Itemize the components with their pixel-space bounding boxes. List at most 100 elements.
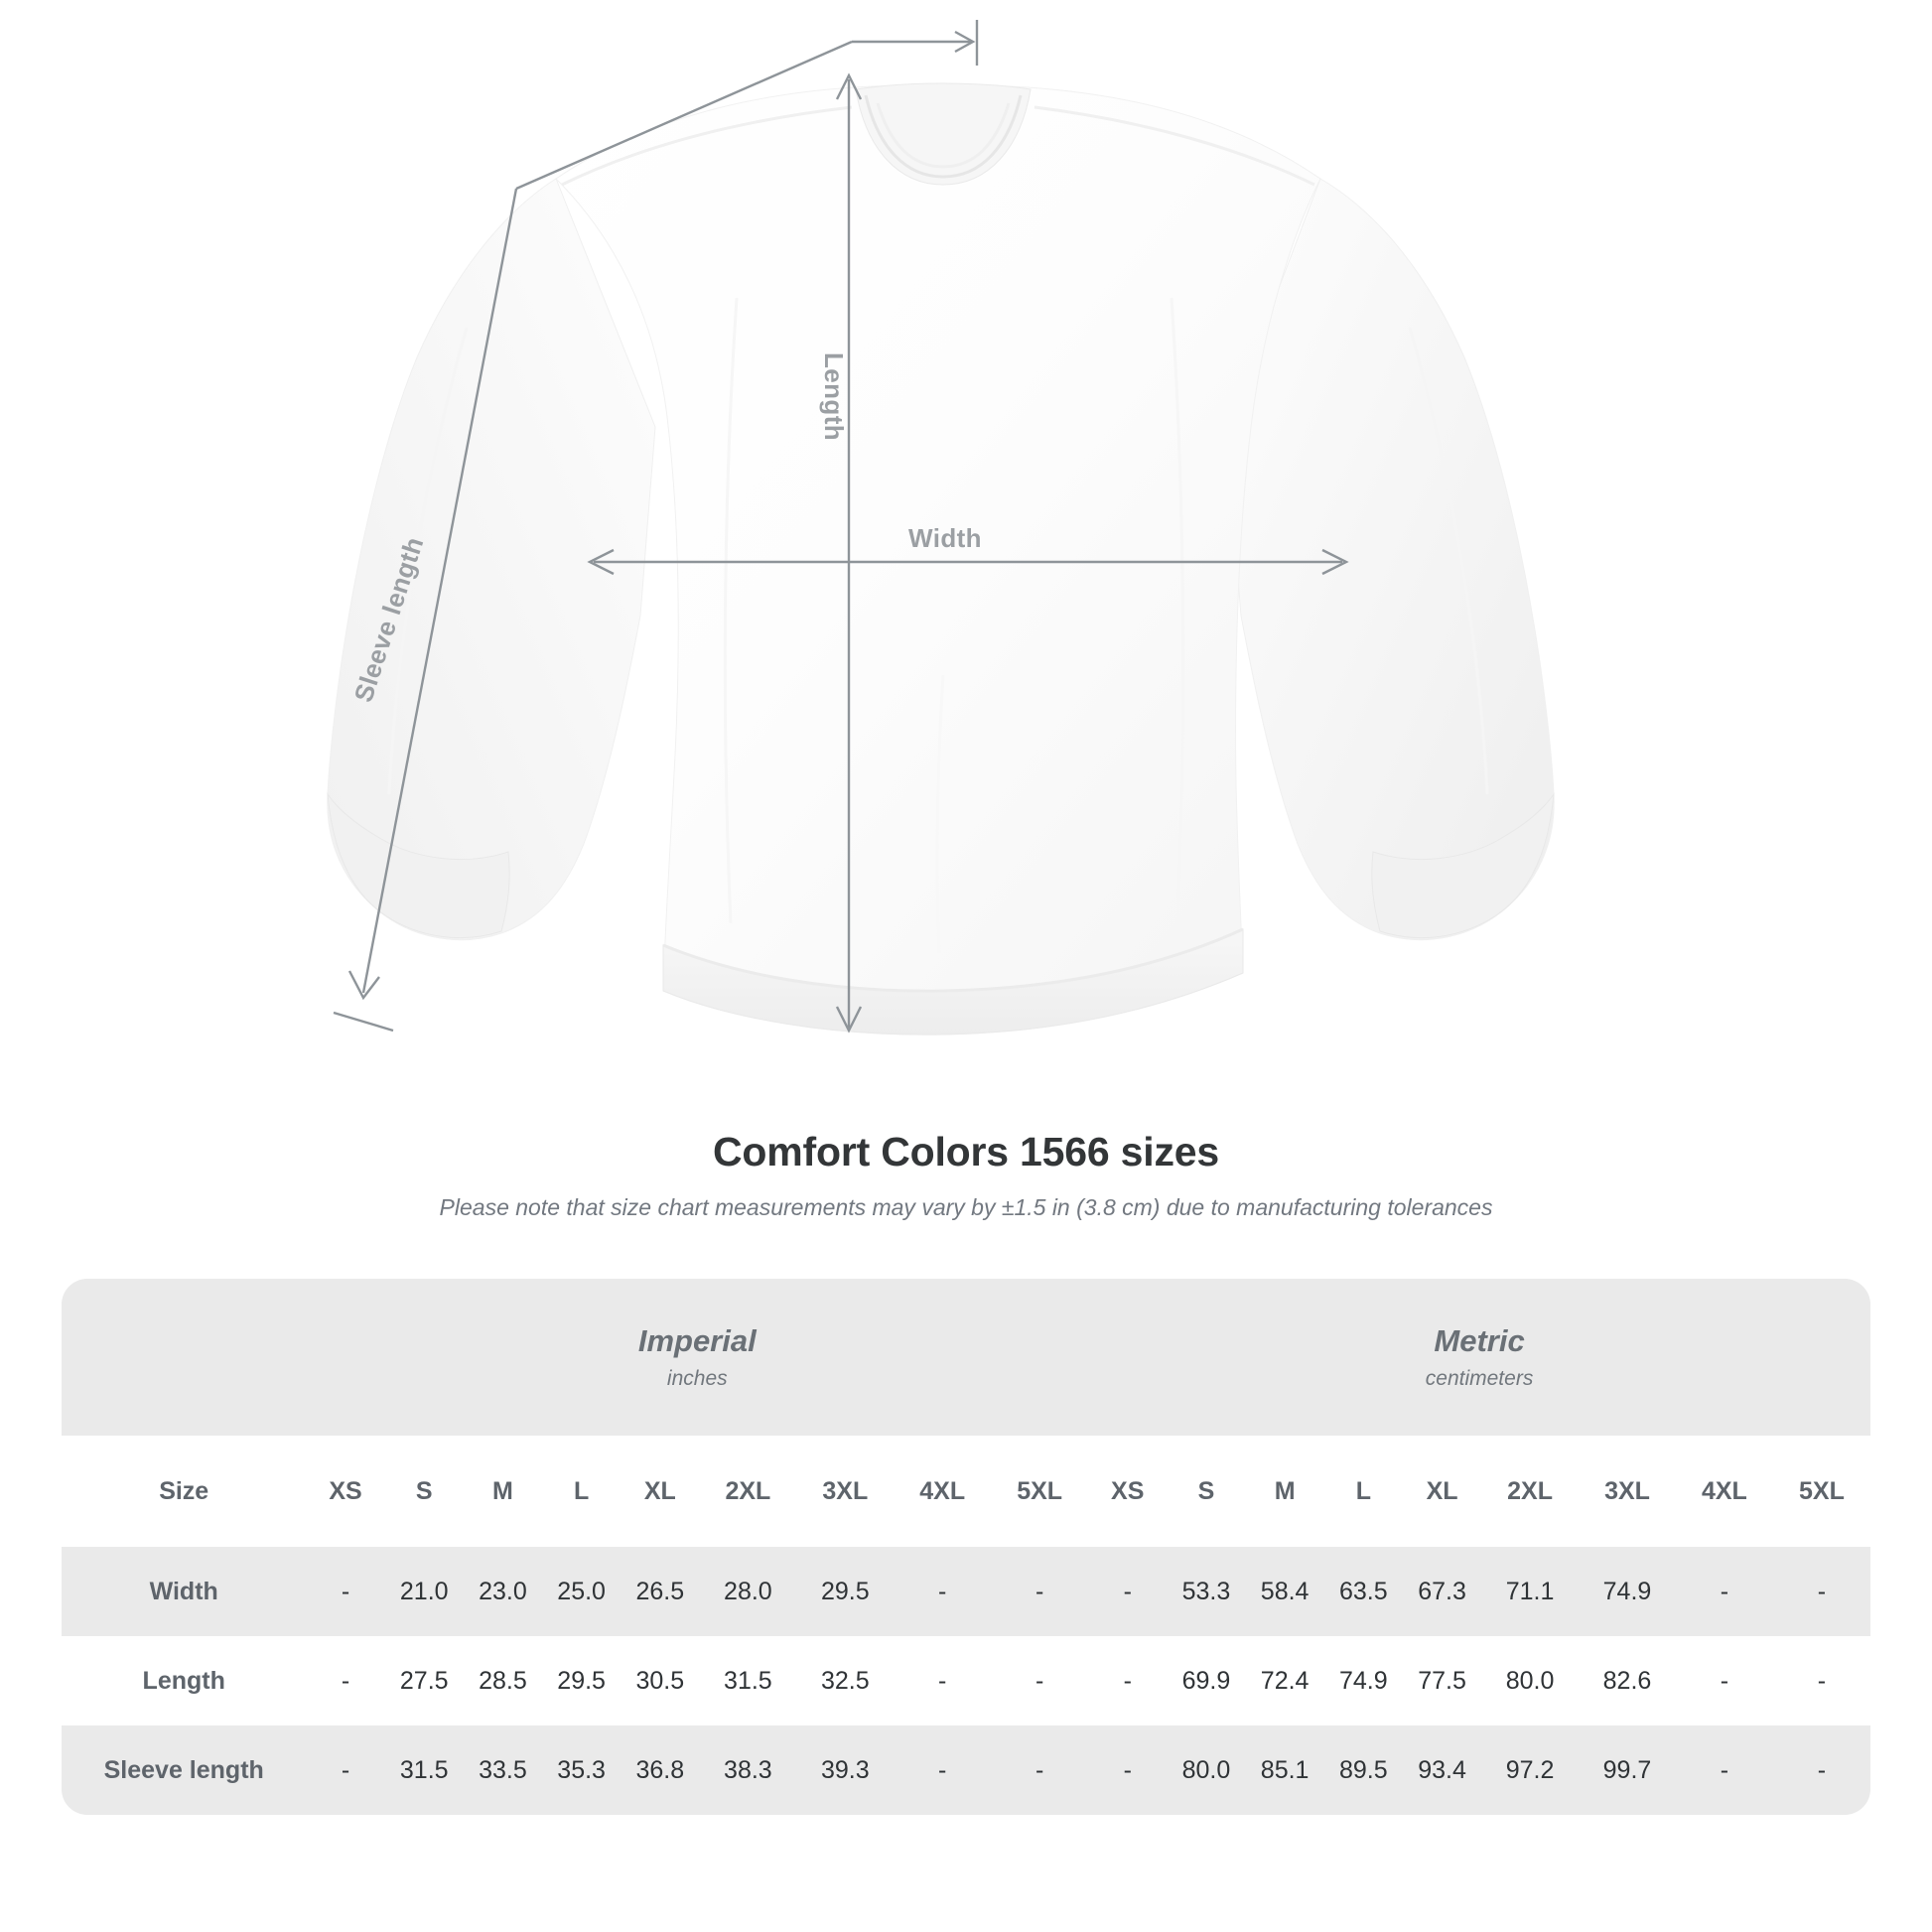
cell-length-metric-4xl: - [1675,1636,1773,1725]
cell-width-metric-s: 53.3 [1167,1547,1246,1636]
length-top-arrowhead [835,72,863,100]
table-row-sleeve-length: Sleeve length - 31.5 33.5 35.3 36.8 38.3… [62,1725,1870,1815]
cell-sleeve-imperial-2xl: 38.3 [699,1725,797,1815]
sleeve-bottom-arrowhead [347,970,380,1001]
cell-sleeve-metric-4xl: - [1675,1725,1773,1815]
garment-illustration: Length Width Sleeve length [327,20,1555,1035]
cell-length-imperial-3xl: 32.5 [796,1636,895,1725]
cell-width-metric-xs: - [1088,1547,1168,1636]
sweatshirt-graphic [327,82,1555,1035]
size-table: Imperial inches Metric centimeters Size … [62,1279,1870,1815]
sleeve-bottom-tick [333,1011,394,1033]
size-header-imperial-s: S [384,1436,464,1547]
cell-sleeve-metric-3xl: 99.7 [1579,1725,1676,1815]
length-measurement-label: Length [819,352,849,442]
size-header-metric-3xl: 3XL [1579,1436,1676,1547]
size-header-imperial-3xl: 3XL [796,1436,895,1547]
size-header-metric-s: S [1167,1436,1246,1547]
cell-length-metric-3xl: 82.6 [1579,1636,1676,1725]
cell-sleeve-metric-xs: - [1088,1725,1168,1815]
cell-sleeve-imperial-5xl: - [991,1725,1089,1815]
cell-length-metric-m: 72.4 [1245,1636,1324,1725]
cell-width-metric-l: 63.5 [1323,1547,1403,1636]
imperial-sublabel: inches [666,1366,728,1390]
unit-header-row: Imperial inches Metric centimeters [62,1279,1870,1436]
sleeve-shoulder-diagonal [515,40,853,191]
size-header-imperial-xs: XS [306,1436,385,1547]
sleeve-top-arrowhead [954,30,976,54]
metric-sublabel: centimeters [1425,1366,1534,1390]
cell-width-metric-3xl: 74.9 [1579,1547,1676,1636]
size-header-imperial-5xl: 5XL [991,1436,1089,1547]
width-right-arrowhead [1321,548,1349,576]
cell-width-imperial-2xl: 28.0 [699,1547,797,1636]
cell-length-imperial-m: 28.5 [463,1636,543,1725]
size-header-metric-5xl: 5XL [1772,1436,1870,1547]
row-label-length: Length [62,1636,307,1725]
tolerance-note: Please note that size chart measurements… [439,1194,1493,1220]
cell-length-metric-xl: 77.5 [1402,1636,1482,1725]
size-header-imperial-xl: XL [621,1436,700,1547]
cell-sleeve-metric-5xl: - [1772,1725,1870,1815]
cell-length-imperial-l: 29.5 [542,1636,621,1725]
cell-length-imperial-s: 27.5 [384,1636,464,1725]
cell-width-imperial-xl: 26.5 [621,1547,700,1636]
cell-width-imperial-5xl: - [991,1547,1089,1636]
size-header-metric-xs: XS [1088,1436,1168,1547]
cell-width-imperial-s: 21.0 [384,1547,464,1636]
unit-header-metric: Metric centimeters [1088,1279,1870,1436]
row-label-width: Width [62,1547,307,1636]
size-header-label: Size [62,1436,307,1547]
cell-width-metric-5xl: - [1772,1547,1870,1636]
page-title: Comfort Colors 1566 sizes [713,1129,1219,1174]
size-header-imperial-4xl: 4XL [894,1436,992,1547]
cell-width-metric-2xl: 71.1 [1481,1547,1580,1636]
unit-header-imperial: Imperial inches [306,1279,1089,1436]
size-table-container: Imperial inches Metric centimeters Size … [62,1279,1870,1815]
cell-length-imperial-4xl: - [894,1636,992,1725]
size-header-metric-xl: XL [1402,1436,1482,1547]
size-header-metric-l: L [1323,1436,1403,1547]
size-header-imperial-l: L [542,1436,621,1547]
size-header-metric-2xl: 2XL [1481,1436,1580,1547]
cell-length-imperial-xl: 30.5 [621,1636,700,1725]
cell-sleeve-imperial-3xl: 39.3 [796,1725,895,1815]
cell-width-imperial-xs: - [306,1547,385,1636]
table-row-length: Length - 27.5 28.5 29.5 30.5 31.5 32.5 -… [62,1636,1870,1725]
cell-width-imperial-l: 25.0 [542,1547,621,1636]
cell-width-metric-m: 58.4 [1245,1547,1324,1636]
cell-length-imperial-5xl: - [991,1636,1089,1725]
cell-sleeve-metric-s: 80.0 [1167,1725,1246,1815]
cell-length-imperial-xs: - [306,1636,385,1725]
cell-length-metric-2xl: 80.0 [1481,1636,1580,1725]
size-header-imperial-2xl: 2XL [699,1436,797,1547]
cell-width-imperial-m: 23.0 [463,1547,543,1636]
cell-width-imperial-4xl: - [894,1547,992,1636]
cell-sleeve-imperial-s: 31.5 [384,1725,464,1815]
width-measurement-label: Width [908,523,982,553]
cell-sleeve-imperial-m: 33.5 [463,1725,543,1815]
cell-sleeve-imperial-xl: 36.8 [621,1725,700,1815]
measurement-lines [333,20,1349,1034]
cell-width-metric-4xl: - [1675,1547,1773,1636]
cell-length-metric-s: 69.9 [1167,1636,1246,1725]
size-header-metric-4xl: 4XL [1675,1436,1773,1547]
cell-length-metric-l: 74.9 [1323,1636,1403,1725]
cell-sleeve-metric-l: 89.5 [1323,1725,1403,1815]
cell-sleeve-imperial-4xl: - [894,1725,992,1815]
sleeve-long-diagonal [361,188,518,994]
size-header-row: Size XS S M L XL 2XL 3XL 4XL 5XL XS S M … [62,1436,1870,1547]
length-bottom-arrowhead [835,1006,863,1034]
cell-sleeve-imperial-l: 35.3 [542,1725,621,1815]
row-label-sleeve-length: Sleeve length [62,1725,307,1815]
imperial-label: Imperial [637,1323,757,1359]
cell-sleeve-metric-2xl: 97.2 [1481,1725,1580,1815]
cell-sleeve-metric-xl: 93.4 [1402,1725,1482,1815]
size-header-metric-m: M [1245,1436,1324,1547]
size-header-imperial-m: M [463,1436,543,1547]
cell-width-imperial-3xl: 29.5 [796,1547,895,1636]
cell-sleeve-metric-m: 85.1 [1245,1725,1324,1815]
cell-width-metric-xl: 67.3 [1402,1547,1482,1636]
unit-header-spacer [62,1279,307,1436]
